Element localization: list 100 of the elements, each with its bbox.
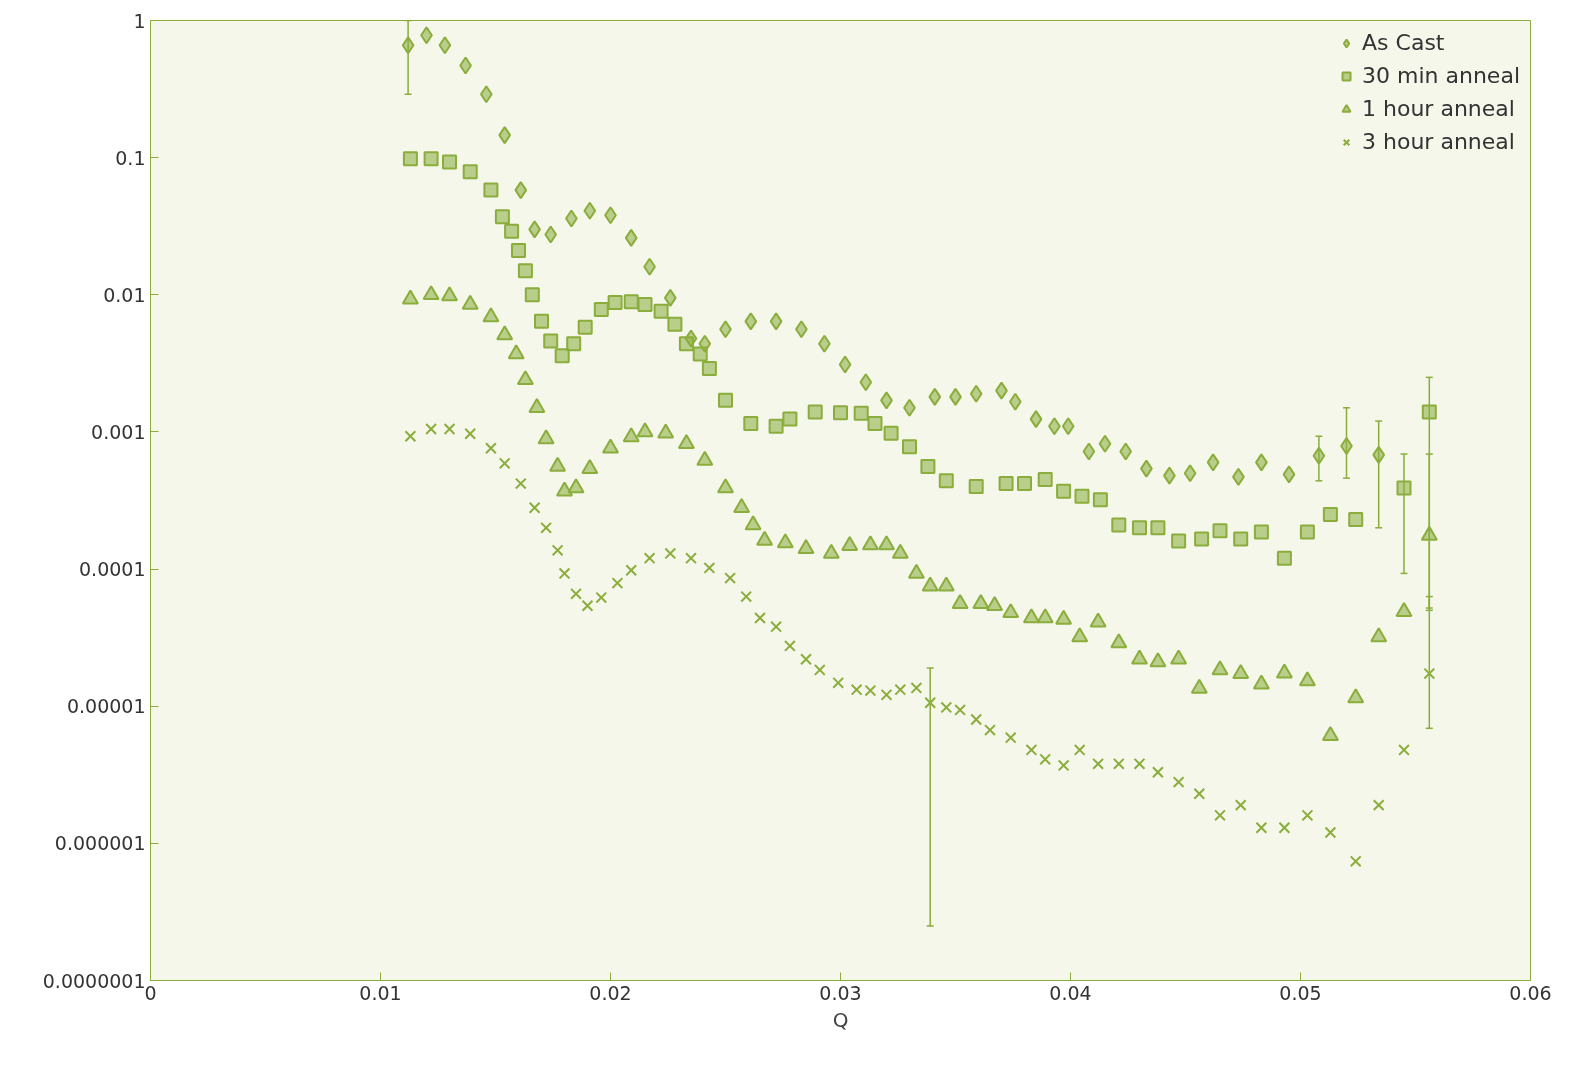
point	[1149, 652, 1167, 668]
point	[1234, 799, 1247, 812]
point	[637, 296, 653, 312]
point	[678, 336, 694, 352]
point	[782, 411, 798, 427]
point	[744, 515, 762, 531]
point	[484, 442, 497, 455]
point	[441, 286, 458, 302]
point	[534, 313, 549, 329]
point	[543, 333, 559, 349]
point	[1214, 809, 1226, 822]
point	[1206, 453, 1220, 472]
y-tick-label: 0.0001	[79, 558, 146, 581]
point	[438, 36, 452, 55]
point	[511, 243, 526, 259]
y-tick-label: 0.01	[103, 283, 146, 306]
point	[776, 533, 794, 549]
point	[1423, 667, 1436, 680]
point	[1111, 517, 1127, 533]
point	[1002, 603, 1020, 619]
point	[551, 544, 564, 557]
point	[482, 307, 500, 323]
legend-label: 1 hour anneal	[1362, 96, 1515, 121]
point	[528, 398, 546, 414]
point	[938, 473, 954, 489]
y-tick-label: 0.1	[115, 146, 146, 169]
point	[1039, 753, 1052, 766]
point	[1370, 627, 1388, 643]
point	[920, 458, 936, 474]
point	[1372, 799, 1385, 812]
point	[1299, 524, 1315, 540]
point	[636, 422, 654, 438]
point	[878, 535, 895, 551]
point	[907, 563, 925, 579]
point	[717, 478, 734, 494]
point	[853, 405, 869, 421]
x-tick-label: 0.02	[589, 981, 632, 1004]
point	[677, 434, 695, 450]
point	[718, 392, 733, 408]
point	[462, 164, 478, 180]
point	[986, 596, 1004, 612]
point	[498, 126, 512, 145]
point	[1089, 612, 1107, 628]
point	[498, 457, 511, 470]
point	[624, 228, 638, 247]
point	[1421, 404, 1437, 420]
point	[783, 640, 796, 652]
point	[622, 427, 640, 443]
point	[894, 683, 907, 696]
point	[743, 416, 759, 432]
point	[1312, 446, 1326, 465]
point	[701, 361, 717, 377]
point	[1119, 442, 1133, 461]
legend-label: 30 min anneal	[1362, 63, 1520, 88]
point	[696, 450, 714, 466]
point	[1008, 392, 1022, 411]
point	[625, 564, 638, 577]
point	[1282, 465, 1296, 484]
point	[867, 416, 883, 432]
point	[1183, 464, 1197, 483]
point	[549, 456, 567, 472]
point	[554, 348, 570, 364]
point	[1071, 627, 1089, 643]
point	[507, 344, 525, 360]
point	[1037, 471, 1053, 487]
point	[1420, 525, 1438, 541]
y-tick-label: 0.000001	[54, 832, 146, 855]
point	[1395, 601, 1413, 617]
point	[1193, 787, 1206, 800]
point	[402, 151, 418, 167]
point	[577, 319, 593, 335]
point	[1029, 410, 1043, 429]
point	[422, 285, 440, 301]
point	[556, 481, 573, 497]
point	[423, 151, 439, 167]
point	[970, 713, 983, 726]
point	[756, 530, 774, 546]
point	[1150, 520, 1166, 536]
y-tick-label: 0.001	[91, 420, 146, 443]
legend-label: 3 hour anneal	[1362, 129, 1515, 154]
point	[1112, 757, 1125, 770]
point	[1092, 757, 1105, 770]
point	[891, 543, 909, 559]
y-tick-label: 0.00001	[66, 695, 146, 718]
point	[1190, 678, 1208, 694]
point	[972, 593, 990, 609]
x-tick-label: 0.03	[819, 981, 862, 1004]
point	[724, 572, 737, 584]
y-tick-label: 0.0000001	[42, 969, 146, 992]
point	[838, 355, 852, 374]
point	[566, 336, 582, 352]
point	[1061, 417, 1075, 436]
point	[1151, 766, 1164, 779]
point	[769, 312, 783, 331]
point	[401, 36, 415, 55]
point	[770, 620, 783, 633]
point	[1321, 725, 1339, 741]
point	[516, 370, 534, 386]
point	[581, 599, 594, 612]
point	[1055, 609, 1073, 625]
